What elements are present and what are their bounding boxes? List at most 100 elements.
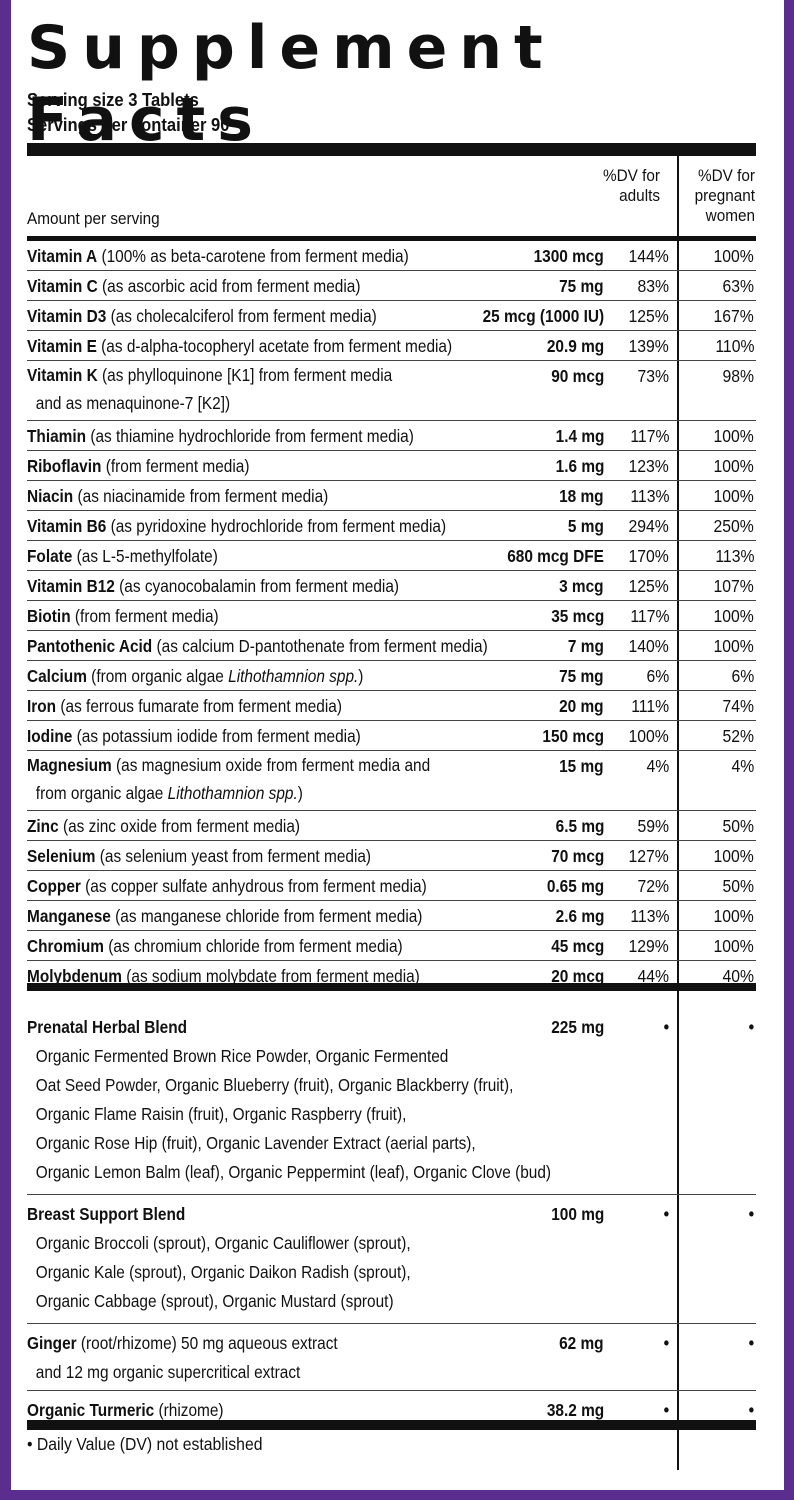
nutrient-label: Copper (as copper sulfate anhydrous from… [27,871,427,901]
blend-amount: 225 mg [550,1017,604,1037]
blend-ingredient-line: Organic Cabbage (sprout), Organic Mustar… [35,1291,394,1311]
dv-pregnant-value: • [748,1017,754,1037]
nutrient-name: Iron [27,696,57,716]
dv-pregnant-value: 250% [713,516,754,536]
nutrient-source-text: from organic algae [35,783,168,803]
nutrient-name: Magnesium [27,755,112,775]
dv-pregnant-value: 74% [722,696,754,716]
nutrient-name: Vitamin A [27,246,98,266]
dv-adults-value: • [663,1204,669,1224]
serving-size: Serving size 3 Tablets [27,90,199,110]
nutrient-source-line2: and as menaquinone-7 [K2]) [27,389,392,417]
dv-adults-value: 294% [628,516,669,536]
dv-adults-value: 111% [631,696,669,716]
nutrient-label: Biotin (from ferment media) [27,601,219,631]
dv-adults-value: • [663,1333,669,1353]
dv-pregnant-value: 167% [713,306,754,326]
blend-source: (root/rhizome) 50 mg aqueous extract [76,1333,338,1353]
blend-label: Organic Turmeric (rhizome) [27,1396,224,1425]
nutrient-label: Pantothenic Acid (as calcium D-pantothen… [27,631,488,661]
nutrient-label: Iron (as ferrous fumarate from ferment m… [27,691,342,721]
nutrient-row: Pantothenic Acid (as calcium D-pantothen… [27,631,756,661]
nutrient-name: Manganese [27,906,111,926]
nutrient-row: Calcium (from organic algae Lithothamnio… [27,661,756,691]
nutrient-source: (as selenium yeast from ferment media) [95,846,372,866]
nutrient-amount: 45 mcg [550,936,604,956]
row-divider [27,630,756,631]
dv-pregnant-value: 4% [731,756,754,776]
row-divider [27,900,756,901]
nutrient-name: Vitamin C [27,276,98,296]
row-divider [27,510,756,511]
nutrient-row: Vitamin E (as d-alpha-tocopheryl acetate… [27,331,756,361]
row-divider [27,870,756,871]
nutrient-label: Iodine (as potassium iodide from ferment… [27,721,361,751]
nutrient-name: Vitamin K [27,365,98,385]
dv-adults-value: 72% [637,876,669,896]
nutrient-source: (as ascorbic acid from ferment media) [97,276,361,296]
amount-per-serving-header: Amount per serving [27,209,160,228]
nutrient-label: Zinc (as zinc oxide from ferment media) [27,811,300,841]
nutrient-name: Molybdenum [27,966,122,986]
nutrient-name: Copper [27,876,81,896]
blend-name: Organic Turmeric [27,1400,155,1420]
nutrient-label: Niacin (as niacinamide from ferment medi… [27,481,328,511]
nutrient-label: Vitamin C (as ascorbic acid from ferment… [27,271,360,301]
nutrient-row: Riboflavin (from ferment media) 1.6 mg 123… [27,451,756,481]
dv-adults-value: 123% [628,456,669,476]
nutrient-amount: 680 mcg DFE [507,546,604,566]
nutrient-amount: 0.65 mg [546,876,604,896]
supplement-facts-panel [11,0,784,1490]
nutrient-label: Chromium (as chromium chloride from ferm… [27,931,403,961]
dv-adults-header: %DV for adults [603,166,660,205]
nutrient-name: Vitamin B12 [27,576,115,596]
blend-name: Breast Support Blend [27,1204,186,1224]
nutrient-row: Niacin (as niacinamide from ferment medi… [27,481,756,511]
nutrient-name: Vitamin D3 [27,306,107,326]
dv-pregnant-value: 6% [731,666,754,686]
row-divider [27,330,756,331]
thick-rule-mid [27,983,756,991]
nutrient-name: Chromium [27,936,104,956]
nutrient-amount: 3 mcg [559,576,604,596]
row-divider [27,1194,756,1195]
dv-adults-value: 6% [646,666,669,686]
column-divider [677,156,679,1470]
dv-adults-value: 125% [628,306,669,326]
dv-adults-value: 113% [629,906,669,926]
blend-ingredient-line: Organic Lemon Balm (leaf), Organic Peppe… [35,1162,552,1182]
blend-label: Breast Support Blend Organic Broccoli (sp… [27,1200,411,1316]
dv-adults-value: 83% [637,276,669,296]
nutrient-row: Vitamin A (100% as beta-carotene from fe… [27,241,756,271]
dv-adults-value: 4% [646,756,669,776]
blend-name: Prenatal Herbal Blend [27,1017,188,1037]
nutrient-row: Vitamin B6 (as pyridoxine hydrochloride … [27,511,756,541]
nutrient-amount: 1300 mcg [533,246,604,266]
dv-pregnant-header: %DV for pregnant women [694,166,755,225]
nutrient-row: Zinc (as zinc oxide from ferment media) 6… [27,811,756,841]
nutrient-source: (as copper sulfate anhydrous from fermen… [80,876,427,896]
dv-pregnant-value: 40% [722,966,754,986]
nutrient-label: Thiamin (as thiamine hydrochloride from … [27,421,414,451]
nutrient-name: Niacin [27,486,74,506]
blend-source-line2: and 12 mg organic supercritical extract [35,1362,301,1382]
nutrient-source: (as chromium chloride from ferment media… [104,936,403,956]
row-divider [27,270,756,271]
nutrient-row: Biotin (from ferment media) 35 mcg 117% 100… [27,601,756,631]
nutrient-source: (as cholecalciferol from ferment media) [106,306,377,326]
thick-rule-bottom [27,1420,756,1430]
dv-pregnant-value: 100% [713,456,754,476]
nutrient-amount: 25 mcg (1000 IU) [482,306,604,326]
blend-name: Ginger [27,1333,77,1353]
blend-label: Ginger (root/rhizome) 50 mg aqueous extr… [27,1329,338,1387]
nutrient-source: (as potassium iodide from ferment media) [72,726,361,746]
blend-amount: 100 mg [550,1204,604,1224]
nutrient-amount: 2.6 mg [555,906,604,926]
dv-pregnant-value: 98% [722,366,754,386]
dv-adults-value: 44% [637,966,669,986]
nutrient-name: Calcium [27,666,87,686]
dv-adults-value: 127% [628,846,669,866]
row-divider [27,1323,756,1324]
blend-source: (rhizome) [154,1400,224,1420]
dv-adults-value: 139% [628,336,669,356]
